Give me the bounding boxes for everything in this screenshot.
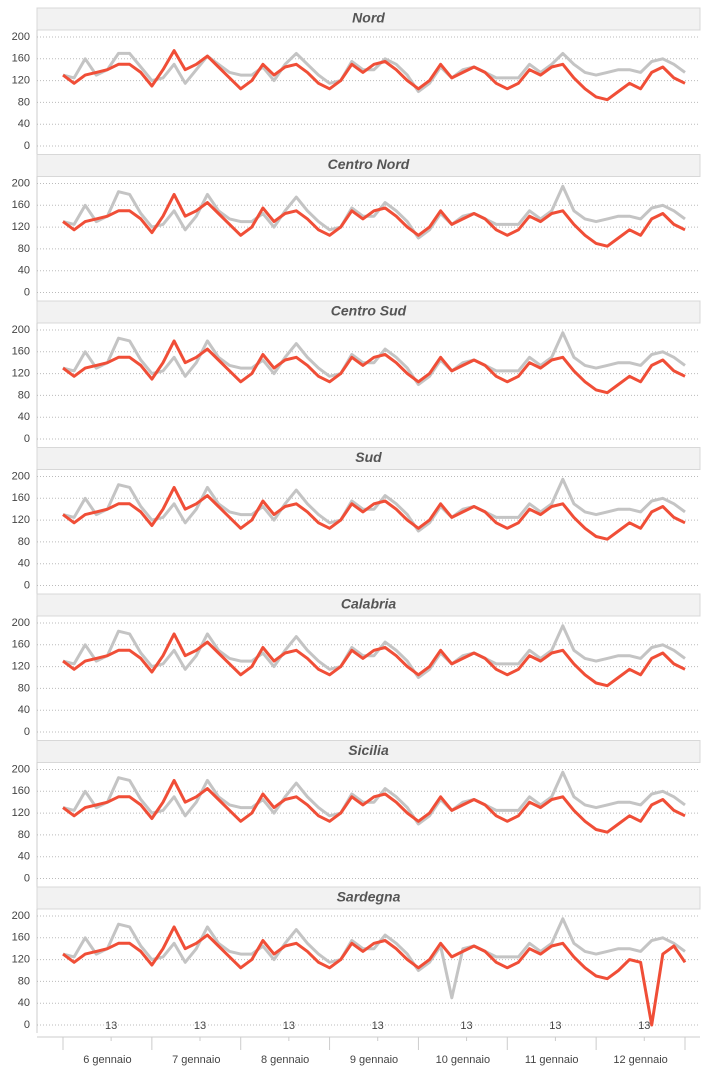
- panel-header: [36, 593, 701, 617]
- panel-header: [36, 7, 701, 31]
- y-tick-label: 0: [24, 140, 30, 152]
- y-tick-label: 200: [12, 763, 30, 775]
- x-hour-label: 13: [638, 1020, 650, 1032]
- series-line: [62, 192, 686, 248]
- x-day-label: 11 gennaio: [525, 1054, 579, 1066]
- x-day-label: 6 gennaio: [83, 1054, 131, 1066]
- y-tick-label: 40: [18, 411, 30, 423]
- x-hour-label: 13: [105, 1020, 117, 1032]
- y-tick-label: 160: [12, 639, 30, 651]
- series-line: [62, 49, 686, 102]
- y-tick-label: 200: [12, 177, 30, 189]
- x-hour-label: 13: [372, 1020, 384, 1032]
- y-tick-label: 0: [24, 872, 30, 884]
- x-day-label: 8 gennaio: [261, 1054, 309, 1066]
- x-day-label: 9 gennaio: [350, 1054, 398, 1066]
- x-hour-label: 13: [549, 1020, 561, 1032]
- panel-title: Centro Nord: [328, 156, 410, 172]
- panel-header: [36, 154, 701, 177]
- panel-title: Calabria: [341, 596, 396, 612]
- series-line: [62, 925, 687, 1027]
- y-tick-label: 200: [12, 470, 30, 482]
- y-tick-label: 40: [18, 265, 30, 277]
- x-day-label: 10 gennaio: [436, 1054, 490, 1066]
- y-tick-label: 200: [12, 617, 30, 629]
- y-tick-label: 80: [18, 243, 30, 255]
- y-tick-label: 200: [12, 324, 30, 336]
- y-tick-label: 0: [24, 726, 30, 738]
- panel-header: [36, 300, 701, 324]
- y-tick-label: 0: [24, 579, 30, 591]
- y-tick-label: 80: [18, 829, 30, 841]
- panel-title: Centro Sud: [331, 303, 407, 319]
- y-tick-label: 40: [18, 704, 30, 716]
- y-tick-label: 120: [12, 514, 30, 526]
- y-tick-label: 40: [18, 851, 30, 863]
- y-tick-label: 120: [12, 661, 30, 673]
- y-tick-label: 120: [12, 807, 30, 819]
- panel-header: [36, 886, 701, 910]
- y-tick-label: 80: [18, 96, 30, 108]
- x-hour-label: 13: [283, 1020, 295, 1032]
- x-day-label: 7 gennaio: [172, 1054, 220, 1066]
- series-line: [62, 917, 686, 1000]
- series-line: [62, 485, 686, 541]
- y-tick-label: 40: [18, 558, 30, 570]
- y-tick-label: 120: [12, 954, 30, 966]
- y-tick-label: 160: [12, 492, 30, 504]
- y-tick-label: 160: [12, 346, 30, 358]
- y-tick-label: 0: [24, 286, 30, 298]
- series-line: [62, 331, 686, 386]
- x-hour-label: 13: [194, 1020, 206, 1032]
- panel-title: Sardegna: [337, 889, 401, 905]
- series-line: [62, 632, 686, 688]
- panel-title: Sicilia: [348, 742, 389, 758]
- series-line: [62, 339, 686, 395]
- y-tick-label: 200: [12, 910, 30, 922]
- y-tick-label: 0: [24, 1019, 30, 1031]
- y-tick-label: 80: [18, 389, 30, 401]
- y-tick-label: 160: [12, 199, 30, 211]
- panel-header: [36, 740, 701, 763]
- y-tick-label: 120: [12, 75, 30, 87]
- y-tick-label: 160: [12, 53, 30, 65]
- panel-header: [36, 447, 701, 470]
- y-tick-label: 80: [18, 682, 30, 694]
- series-line: [62, 624, 686, 679]
- y-tick-label: 120: [12, 368, 30, 380]
- series-line: [62, 778, 686, 834]
- y-tick-label: 160: [12, 785, 30, 797]
- series-line: [62, 51, 686, 93]
- y-tick-label: 200: [12, 31, 30, 43]
- y-tick-label: 80: [18, 975, 30, 987]
- y-tick-label: 120: [12, 221, 30, 233]
- y-tick-label: 40: [18, 997, 30, 1009]
- panel-title: Sud: [355, 449, 382, 465]
- series-line: [62, 477, 686, 533]
- y-tick-label: 0: [24, 433, 30, 445]
- panel-title: Nord: [352, 10, 385, 26]
- y-tick-label: 40: [18, 118, 30, 130]
- x-hour-label: 13: [460, 1020, 472, 1032]
- x-day-label: 12 gennaio: [613, 1054, 667, 1066]
- series-line: [62, 184, 686, 240]
- y-tick-label: 80: [18, 536, 30, 548]
- y-tick-label: 160: [12, 932, 30, 944]
- series-line: [62, 770, 686, 826]
